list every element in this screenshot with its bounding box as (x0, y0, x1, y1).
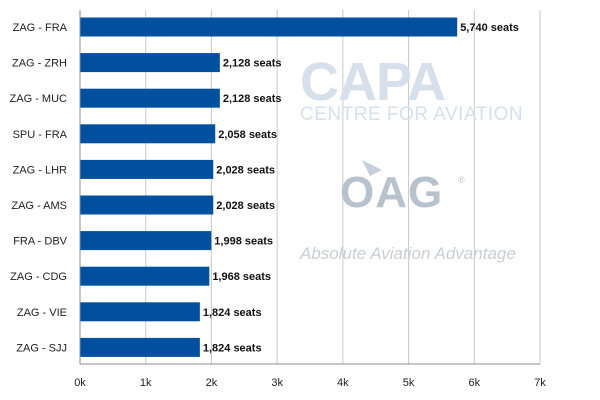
y-category-label: SPU - FRA (13, 129, 68, 141)
bar-data-label: 2,028 seats (216, 200, 275, 212)
bar-data-label: 2,058 seats (218, 129, 277, 141)
bar-data-label: 1,998 seats (214, 236, 273, 248)
x-tick-label: 0k (74, 377, 86, 389)
bar (80, 17, 458, 37)
y-category-label: ZAG - FRA (13, 22, 68, 34)
y-category-label: ZAG - CDG (10, 271, 67, 283)
x-tick-label: 5k (403, 377, 415, 389)
x-tick-label: 4k (337, 377, 349, 389)
y-category-label: ZAG - VIE (17, 307, 67, 319)
axis-layer: 0k 1k 2k 3k 4k 5k 6k 7k (74, 10, 546, 389)
oag-logo: OAG (340, 168, 443, 217)
y-category-label: ZAG - LHR (13, 164, 67, 176)
x-tick-label: 3k (271, 377, 283, 389)
bar (80, 266, 210, 286)
oag-tagline: Absolute Aviation Advantage (299, 244, 516, 263)
bar-data-label: 1,824 seats (203, 307, 262, 319)
bar-data-label: 1,824 seats (203, 342, 262, 354)
x-tick-label: 6k (468, 377, 480, 389)
bar (80, 159, 214, 179)
y-category-label: ZAG - ZRH (12, 58, 67, 70)
y-category-label: ZAG - MUC (10, 93, 67, 105)
watermark: CAPA CENTRE FOR AVIATION OAG ® Absolute … (299, 52, 523, 263)
x-tick-label: 7k (534, 377, 546, 389)
y-category-label: ZAG - SJJ (16, 342, 67, 354)
oag-registered-mark: ® (458, 175, 465, 185)
capa-logo: CAPA (300, 52, 445, 112)
bar (80, 124, 216, 144)
bar (80, 337, 200, 357)
x-tick-label: 1k (140, 377, 152, 389)
labels-layer: ZAG - FRA 5,740 seats ZAG - ZRH 2,128 seats… (10, 22, 519, 354)
x-tick-label: 2k (206, 377, 218, 389)
bar (80, 53, 220, 73)
bar-data-label: 2,028 seats (216, 164, 275, 176)
bar (80, 302, 200, 322)
bar (80, 231, 212, 251)
y-category-label: FRA - DBV (13, 236, 67, 248)
bar-data-label: 5,740 seats (460, 22, 519, 34)
bar-data-label: 2,128 seats (223, 58, 282, 70)
bar-data-label: 2,128 seats (223, 93, 282, 105)
capa-logo-subtitle: CENTRE FOR AVIATION (300, 104, 523, 125)
bar (80, 195, 214, 215)
bar-data-label: 1,968 seats (212, 271, 271, 283)
bar (80, 88, 220, 108)
oag-swoosh-icon (362, 160, 382, 176)
bars-layer (80, 17, 458, 357)
y-category-label: ZAG - AMS (11, 200, 67, 212)
